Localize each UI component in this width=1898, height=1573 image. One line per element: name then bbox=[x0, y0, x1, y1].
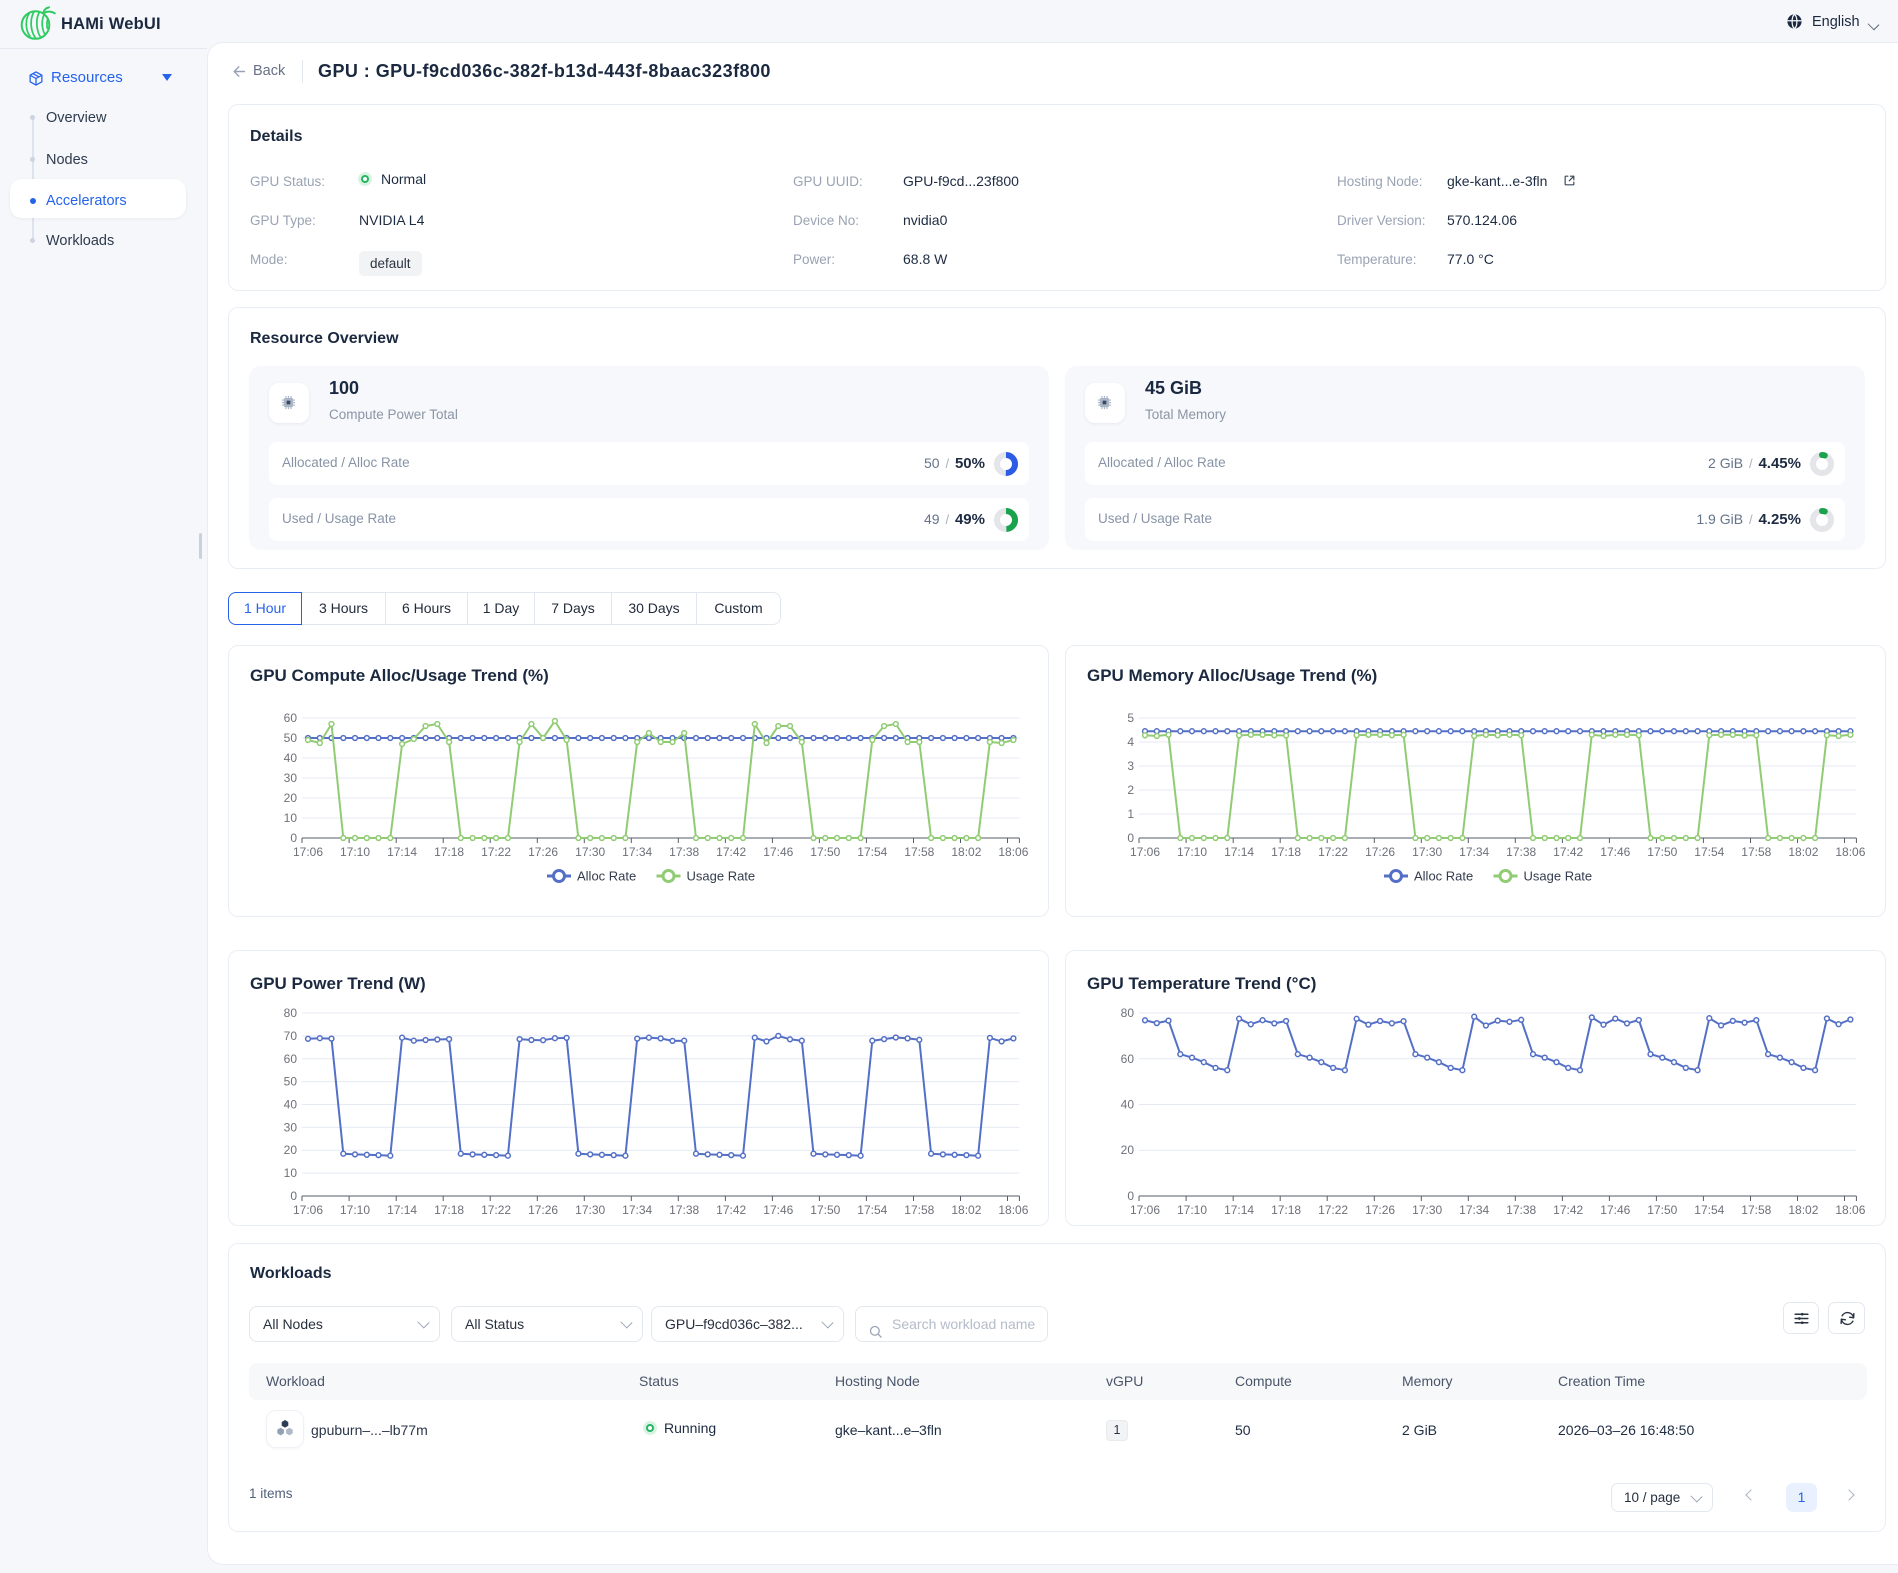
svg-text:17:26: 17:26 bbox=[528, 845, 558, 859]
svg-text:80: 80 bbox=[284, 1006, 298, 1020]
svg-text:60: 60 bbox=[284, 711, 298, 725]
svg-text:17:38: 17:38 bbox=[669, 1203, 699, 1217]
svg-text:17:30: 17:30 bbox=[575, 1203, 605, 1217]
svg-text:40: 40 bbox=[284, 751, 298, 765]
svg-text:17:26: 17:26 bbox=[1365, 1203, 1395, 1217]
svg-text:17:50: 17:50 bbox=[1647, 845, 1677, 859]
svg-text:17:34: 17:34 bbox=[1459, 1203, 1489, 1217]
svg-text:17:10: 17:10 bbox=[340, 845, 370, 859]
svg-text:17:10: 17:10 bbox=[1177, 1203, 1207, 1217]
svg-text:17:22: 17:22 bbox=[1318, 845, 1348, 859]
svg-text:18:02: 18:02 bbox=[951, 1203, 981, 1217]
svg-text:40: 40 bbox=[284, 1098, 298, 1112]
svg-text:17:26: 17:26 bbox=[1365, 845, 1395, 859]
svg-text:60: 60 bbox=[1121, 1052, 1135, 1066]
svg-text:30: 30 bbox=[284, 1120, 298, 1134]
svg-text:17:22: 17:22 bbox=[1318, 1203, 1348, 1217]
svg-text:18:02: 18:02 bbox=[951, 845, 981, 859]
svg-text:17:30: 17:30 bbox=[1412, 1203, 1442, 1217]
svg-text:17:06: 17:06 bbox=[1130, 845, 1160, 859]
svg-text:5: 5 bbox=[1127, 711, 1134, 725]
svg-text:17:50: 17:50 bbox=[1647, 1203, 1677, 1217]
svg-text:18:06: 18:06 bbox=[998, 1203, 1028, 1217]
svg-text:70: 70 bbox=[284, 1029, 298, 1043]
svg-text:50: 50 bbox=[284, 731, 298, 745]
svg-text:60: 60 bbox=[284, 1052, 298, 1066]
svg-text:17:50: 17:50 bbox=[810, 845, 840, 859]
svg-text:Alloc Rate: Alloc Rate bbox=[577, 869, 636, 884]
svg-text:17:38: 17:38 bbox=[669, 845, 699, 859]
svg-text:17:50: 17:50 bbox=[810, 1203, 840, 1217]
svg-text:17:58: 17:58 bbox=[1741, 845, 1771, 859]
svg-text:17:22: 17:22 bbox=[481, 1203, 511, 1217]
svg-text:10: 10 bbox=[284, 1166, 298, 1180]
svg-text:40: 40 bbox=[1121, 1098, 1135, 1112]
svg-text:0: 0 bbox=[1127, 831, 1134, 845]
svg-text:Usage Rate: Usage Rate bbox=[1524, 869, 1593, 884]
svg-text:17:22: 17:22 bbox=[481, 845, 511, 859]
svg-text:1: 1 bbox=[1127, 807, 1134, 821]
svg-text:30: 30 bbox=[284, 771, 298, 785]
svg-text:Usage Rate: Usage Rate bbox=[687, 869, 756, 884]
svg-text:17:26: 17:26 bbox=[528, 1203, 558, 1217]
svg-text:17:06: 17:06 bbox=[293, 1203, 323, 1217]
svg-text:17:58: 17:58 bbox=[904, 845, 934, 859]
svg-text:17:14: 17:14 bbox=[1224, 1203, 1254, 1217]
svg-text:0: 0 bbox=[290, 1189, 297, 1203]
svg-text:18:06: 18:06 bbox=[1835, 1203, 1865, 1217]
svg-text:10: 10 bbox=[284, 811, 298, 825]
svg-text:50: 50 bbox=[284, 1075, 298, 1089]
svg-text:17:46: 17:46 bbox=[763, 1203, 793, 1217]
svg-text:20: 20 bbox=[1121, 1143, 1135, 1157]
svg-text:17:34: 17:34 bbox=[622, 845, 652, 859]
svg-text:17:42: 17:42 bbox=[716, 1203, 746, 1217]
svg-text:17:18: 17:18 bbox=[434, 845, 464, 859]
svg-text:4: 4 bbox=[1127, 735, 1134, 749]
svg-text:80: 80 bbox=[1121, 1006, 1135, 1020]
svg-text:17:18: 17:18 bbox=[1271, 1203, 1301, 1217]
svg-text:18:06: 18:06 bbox=[1835, 845, 1865, 859]
svg-text:17:38: 17:38 bbox=[1506, 1203, 1536, 1217]
svg-text:17:34: 17:34 bbox=[622, 1203, 652, 1217]
svg-text:18:06: 18:06 bbox=[998, 845, 1028, 859]
svg-text:17:54: 17:54 bbox=[1694, 845, 1724, 859]
svg-text:17:58: 17:58 bbox=[1741, 1203, 1771, 1217]
svg-text:20: 20 bbox=[284, 791, 298, 805]
svg-text:0: 0 bbox=[1127, 1189, 1134, 1203]
svg-text:17:54: 17:54 bbox=[1694, 1203, 1724, 1217]
svg-text:0: 0 bbox=[290, 831, 297, 845]
svg-text:17:10: 17:10 bbox=[1177, 845, 1207, 859]
svg-text:17:54: 17:54 bbox=[857, 845, 887, 859]
svg-text:Alloc Rate: Alloc Rate bbox=[1414, 869, 1473, 884]
svg-text:17:14: 17:14 bbox=[387, 845, 417, 859]
svg-text:17:06: 17:06 bbox=[293, 845, 323, 859]
svg-text:17:58: 17:58 bbox=[904, 1203, 934, 1217]
svg-text:17:14: 17:14 bbox=[387, 1203, 417, 1217]
svg-text:17:18: 17:18 bbox=[434, 1203, 464, 1217]
svg-text:17:06: 17:06 bbox=[1130, 1203, 1160, 1217]
svg-text:17:42: 17:42 bbox=[1553, 1203, 1583, 1217]
svg-text:17:34: 17:34 bbox=[1459, 845, 1489, 859]
svg-text:18:02: 18:02 bbox=[1788, 845, 1818, 859]
svg-text:17:42: 17:42 bbox=[1553, 845, 1583, 859]
svg-text:17:54: 17:54 bbox=[857, 1203, 887, 1217]
svg-text:17:30: 17:30 bbox=[575, 845, 605, 859]
svg-text:3: 3 bbox=[1127, 759, 1134, 773]
svg-text:18:02: 18:02 bbox=[1788, 1203, 1818, 1217]
svg-text:17:30: 17:30 bbox=[1412, 845, 1442, 859]
svg-text:17:46: 17:46 bbox=[763, 845, 793, 859]
svg-text:20: 20 bbox=[284, 1143, 298, 1157]
svg-text:2: 2 bbox=[1127, 783, 1134, 797]
svg-text:17:38: 17:38 bbox=[1506, 845, 1536, 859]
svg-text:17:14: 17:14 bbox=[1224, 845, 1254, 859]
svg-text:17:46: 17:46 bbox=[1600, 1203, 1630, 1217]
svg-text:17:10: 17:10 bbox=[340, 1203, 370, 1217]
svg-text:17:42: 17:42 bbox=[716, 845, 746, 859]
svg-text:17:46: 17:46 bbox=[1600, 845, 1630, 859]
svg-text:17:18: 17:18 bbox=[1271, 845, 1301, 859]
